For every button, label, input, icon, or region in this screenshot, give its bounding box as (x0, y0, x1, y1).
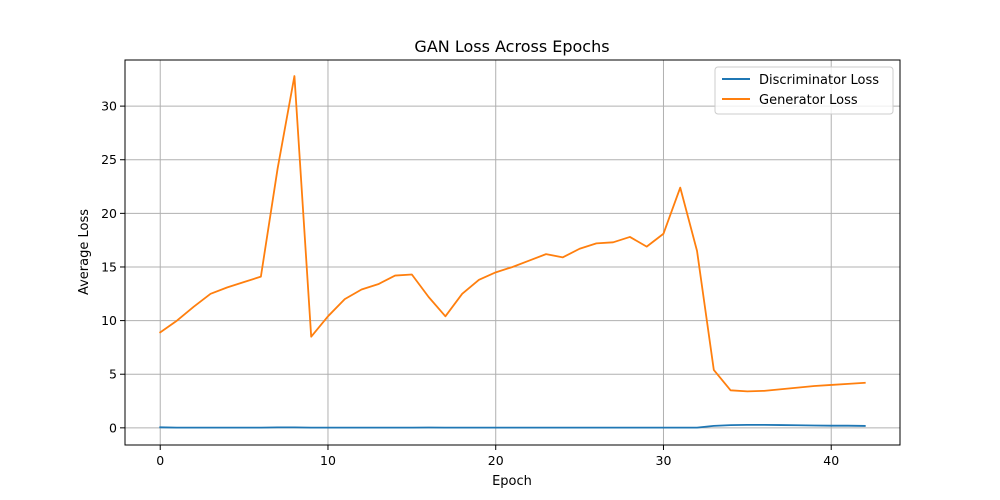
y-tick-label: 25 (101, 152, 117, 167)
y-tick-label: 10 (101, 313, 117, 328)
y-tick-label: 0 (109, 420, 117, 435)
x-axis-label: Epoch (492, 474, 532, 489)
grid (125, 60, 900, 445)
x-tick-label: 30 (656, 453, 672, 468)
y-axis-label: Average Loss (77, 209, 92, 295)
y-tick-label: 30 (101, 99, 117, 114)
axis-ticks: 0 10 20 30 40 0 5 10 15 20 25 30 (101, 99, 839, 468)
generator-loss-line (158, 75, 866, 393)
plot-frame (124, 59, 901, 446)
chart-title: GAN Loss Across Epochs (414, 37, 609, 56)
y-tick-label: 5 (109, 367, 117, 382)
legend-box (714, 66, 894, 115)
discriminator-loss-line (159, 423, 866, 429)
y-tick-label: 20 (101, 206, 117, 221)
y-tick-label: 15 (101, 259, 117, 274)
x-tick-label: 0 (156, 453, 164, 468)
x-tick-label: 10 (320, 453, 336, 468)
x-tick-label: 20 (488, 453, 504, 468)
legend-label-generator: Generator Loss (759, 93, 858, 108)
series-lines (158, 75, 866, 429)
legend-label-discriminator: Discriminator Loss (759, 73, 879, 88)
x-tick-label: 40 (823, 453, 839, 468)
legend: Discriminator Loss Generator Loss (714, 66, 894, 115)
